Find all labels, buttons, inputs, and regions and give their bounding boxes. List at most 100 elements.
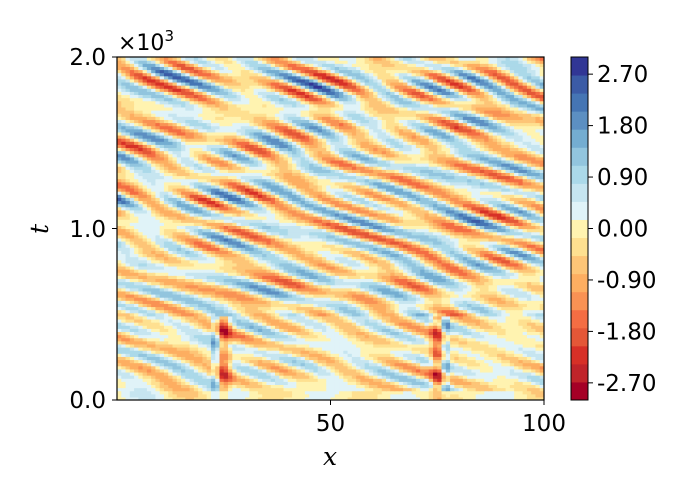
heatmap-cell xyxy=(381,337,387,342)
heatmap-cell xyxy=(390,272,396,276)
heatmap-cell xyxy=(163,303,169,308)
heatmap-cell xyxy=(364,331,370,336)
heatmap-cell xyxy=(270,365,276,370)
heatmap-cell xyxy=(407,346,413,351)
heatmap-cell xyxy=(279,375,285,379)
heatmap-cell xyxy=(347,259,353,264)
heatmap-cell xyxy=(501,275,507,279)
heatmap-cell xyxy=(134,265,139,270)
heatmap-cell xyxy=(518,381,524,386)
heatmap-cell xyxy=(146,350,152,354)
heatmap-cell xyxy=(343,293,349,298)
heatmap-cell xyxy=(531,359,537,364)
heatmap-cell xyxy=(232,256,238,261)
heatmap-cell xyxy=(509,244,515,248)
heatmap-cell xyxy=(458,290,464,295)
heatmap-cell xyxy=(432,356,438,361)
heatmap-cell xyxy=(163,390,169,395)
heatmap-cell xyxy=(339,365,344,370)
heatmap-cell xyxy=(134,390,139,395)
heatmap-cell xyxy=(334,315,340,320)
heatmap-cell xyxy=(377,247,383,251)
heatmap-cell xyxy=(270,331,276,336)
heatmap-cell xyxy=(411,322,417,326)
heatmap-cell xyxy=(125,350,131,354)
heatmap-cell xyxy=(518,284,524,289)
heatmap-cell xyxy=(386,384,391,389)
heatmap-cell xyxy=(215,269,221,273)
heatmap-cell xyxy=(163,359,169,364)
heatmap-cell xyxy=(134,309,139,314)
heatmap-cell xyxy=(321,384,327,389)
heatmap-cell xyxy=(129,247,135,251)
heatmap-cell xyxy=(279,300,285,304)
heatmap-cell xyxy=(155,368,161,373)
heatmap-cell xyxy=(240,331,246,336)
heatmap-cell xyxy=(462,322,468,326)
heatmap-cell xyxy=(505,253,511,258)
heatmap-cell xyxy=(539,353,544,357)
heatmap-cell xyxy=(185,312,191,317)
heatmap-cell xyxy=(462,281,468,286)
heatmap-cell xyxy=(488,300,494,304)
heatmap-cell xyxy=(415,269,421,273)
heatmap-cell xyxy=(125,353,131,357)
heatmap-cell xyxy=(146,322,152,326)
heatmap-cell xyxy=(488,396,494,400)
heatmap-cell xyxy=(163,343,169,348)
heatmap-cell xyxy=(450,250,455,255)
heatmap-cell xyxy=(471,393,477,398)
heatmap-cell xyxy=(535,371,541,376)
heatmap-cell xyxy=(279,343,285,348)
heatmap-cell xyxy=(492,290,498,295)
heatmap-cell xyxy=(121,247,127,251)
heatmap-cell xyxy=(411,250,417,255)
heatmap-cell xyxy=(403,378,408,382)
heatmap-cell xyxy=(428,325,434,329)
heatmap-cell xyxy=(249,275,255,279)
heatmap-cell xyxy=(283,272,289,276)
heatmap-cell xyxy=(121,328,127,332)
heatmap-cell xyxy=(321,343,327,348)
heatmap-cell xyxy=(330,281,336,286)
heatmap-cell xyxy=(475,315,481,320)
heatmap-cell xyxy=(509,259,515,264)
heatmap-cell xyxy=(467,259,473,264)
heatmap-cell xyxy=(223,259,229,264)
heatmap-cell xyxy=(428,356,434,361)
heatmap-cell xyxy=(420,359,426,364)
heatmap-cell xyxy=(215,359,221,364)
heatmap-cell xyxy=(168,315,174,320)
heatmap-cell xyxy=(129,269,135,273)
heatmap-cell xyxy=(219,328,225,332)
heatmap-cell xyxy=(159,318,165,323)
heatmap-cell xyxy=(437,253,443,258)
heatmap-cell xyxy=(330,272,336,276)
heatmap-cell xyxy=(475,328,481,332)
heatmap-cell xyxy=(450,396,455,400)
heatmap-cell xyxy=(257,325,263,329)
heatmap-cell xyxy=(219,262,225,267)
heatmap-cell xyxy=(394,371,400,376)
heatmap-cell xyxy=(535,384,541,389)
heatmap-cell xyxy=(467,359,473,364)
heatmap-cell xyxy=(176,378,182,382)
heatmap-cell xyxy=(253,265,259,270)
heatmap-cell xyxy=(151,328,157,332)
heatmap-cell xyxy=(283,259,289,264)
heatmap-cell xyxy=(142,334,148,339)
heatmap-cell xyxy=(210,262,216,267)
heatmap-cell xyxy=(334,350,340,354)
heatmap-cell xyxy=(176,337,182,342)
heatmap-cell xyxy=(514,322,519,326)
heatmap-cell xyxy=(479,381,485,386)
heatmap-cell xyxy=(206,365,212,370)
heatmap-cell xyxy=(189,300,195,304)
heatmap-cell xyxy=(368,353,374,357)
heatmap-cell xyxy=(428,281,434,286)
heatmap-cell xyxy=(274,396,280,400)
heatmap-cell xyxy=(317,287,323,292)
heatmap-cell xyxy=(514,318,519,323)
heatmap-cell xyxy=(172,396,178,400)
heatmap-cell xyxy=(531,375,537,379)
